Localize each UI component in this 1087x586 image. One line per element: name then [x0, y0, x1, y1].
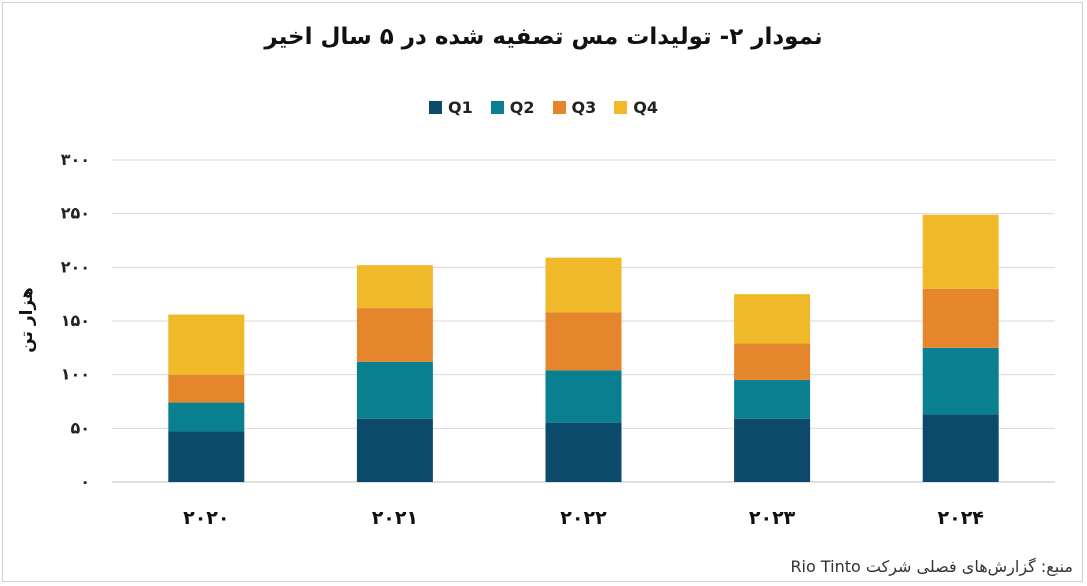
legend-item-q4: Q4: [614, 98, 658, 117]
bar-segment-q4: [545, 257, 622, 313]
bar-segment-q4: [734, 294, 811, 344]
x-tick-label: ۲۰۲۲: [560, 507, 607, 529]
bar-segment-q1: [168, 431, 245, 482]
bar-segment-q2: [545, 370, 622, 423]
bar-segment-q1: [734, 418, 811, 482]
y-tick-label: ۲۰۰: [61, 257, 90, 276]
bar-segment-q2: [168, 402, 245, 432]
y-tick-label: ۱۵۰: [61, 311, 90, 330]
bar-segment-q2: [734, 380, 811, 419]
bar-segment-q4: [356, 265, 433, 309]
y-tick-label: ۲۵۰: [61, 204, 90, 223]
legend-label-q1: Q1: [448, 98, 473, 117]
bar-segment-q1: [922, 414, 999, 482]
x-tick-label: ۲۰۲۴: [938, 507, 984, 529]
bar-segment-q3: [168, 374, 245, 403]
bar-segment-q3: [734, 343, 811, 381]
legend-item-q1: Q1: [429, 98, 473, 117]
legend-swatch-q1: [429, 101, 443, 114]
bar-segment-q3: [922, 288, 999, 348]
bar-segment-q3: [356, 308, 433, 362]
legend-item-q2: Q2: [490, 98, 535, 117]
bar-segment-q1: [545, 422, 622, 482]
bar-segment-q2: [922, 347, 999, 415]
legend-label-q3: Q3: [571, 98, 597, 117]
x-tick-label: ۲۰۲۳: [749, 507, 796, 529]
chart-legend: Q1 Q2 Q3 Q4: [0, 98, 1087, 117]
legend-label-q2: Q2: [509, 98, 535, 117]
legend-label-q4: Q4: [633, 98, 658, 117]
chart-title: نمودار ۲- تولیدات مس تصفیه شده در ۵ سال …: [264, 24, 823, 50]
y-tick-label: ۳۰۰: [61, 150, 90, 169]
y-tick-label: ۰: [80, 472, 90, 491]
legend-swatch-q4: [614, 101, 628, 114]
bar-segment-q4: [922, 214, 999, 289]
bar-segment-q1: [356, 418, 433, 482]
y-tick-label: ۱۰۰: [61, 365, 90, 384]
y-axis-label: هزار تن: [17, 287, 37, 353]
bar-segment-q4: [168, 314, 245, 375]
x-tick-label: ۲۰۲۰: [183, 507, 229, 529]
legend-swatch-q3: [552, 101, 566, 114]
bar-segment-q2: [356, 361, 433, 419]
bar-segment-q3: [545, 312, 622, 371]
legend-item-q3: Q3: [552, 98, 597, 117]
legend-swatch-q2: [490, 101, 504, 114]
x-tick-label: ۲۰۲۱: [372, 507, 418, 529]
y-tick-label: ۵۰: [70, 418, 90, 437]
source-note: منبع: گزارش‌های فصلی شرکت Rio Tinto: [790, 557, 1073, 576]
